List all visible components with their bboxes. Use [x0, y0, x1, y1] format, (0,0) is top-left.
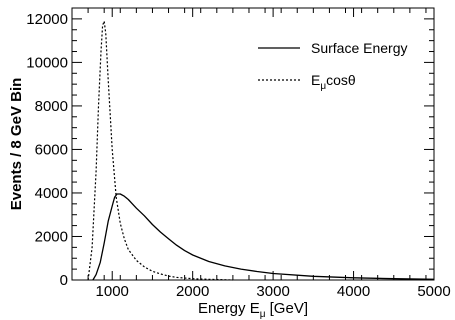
legend-label-surface-energy: Surface Energy: [311, 40, 408, 56]
y-axis-title: Events / 8 GeV Bin: [8, 78, 25, 211]
x-tick-label: 5000: [417, 283, 450, 300]
x-axis-title: Energy Eμ [GeV]: [198, 300, 308, 320]
series-line-surface-energy: [92, 193, 435, 281]
series-line-emu-cos: [87, 20, 233, 281]
y-tick-label: 4000: [35, 185, 68, 202]
plot-frame: [71, 7, 435, 281]
x-tick-label: 4000: [337, 283, 370, 300]
y-tick-label: 0: [60, 272, 68, 289]
axis-ticks: [71, 7, 435, 281]
legend: Surface Energy Eμcosθ: [258, 40, 408, 92]
legend-emu-sub: μ: [320, 81, 326, 92]
legend-emu-tail: cosθ: [326, 72, 356, 88]
y-tick-label: 6000: [35, 141, 68, 158]
x-axis-title-unit: [GeV]: [265, 300, 308, 317]
x-tick-label: 2000: [176, 283, 209, 300]
x-tick-label: 1000: [96, 283, 129, 300]
x-axis-title-sub: μ: [260, 309, 266, 320]
x-tick-label: 3000: [256, 283, 289, 300]
legend-emu-main: E: [311, 72, 320, 88]
y-tick-label: 10000: [26, 54, 68, 71]
series-layer: [87, 20, 435, 281]
y-tick-label: 12000: [26, 11, 68, 28]
y-tick-label: 2000: [35, 228, 68, 245]
axis-tick-labels: 1000 2000 3000 4000 5000 0 2000 4000 6000 8000 100…: [26, 11, 450, 300]
x-axis-title-main: Energy E: [198, 300, 260, 317]
legend-label-emu-cos: Eμcosθ: [311, 72, 356, 92]
y-tick-label: 8000: [35, 98, 68, 115]
